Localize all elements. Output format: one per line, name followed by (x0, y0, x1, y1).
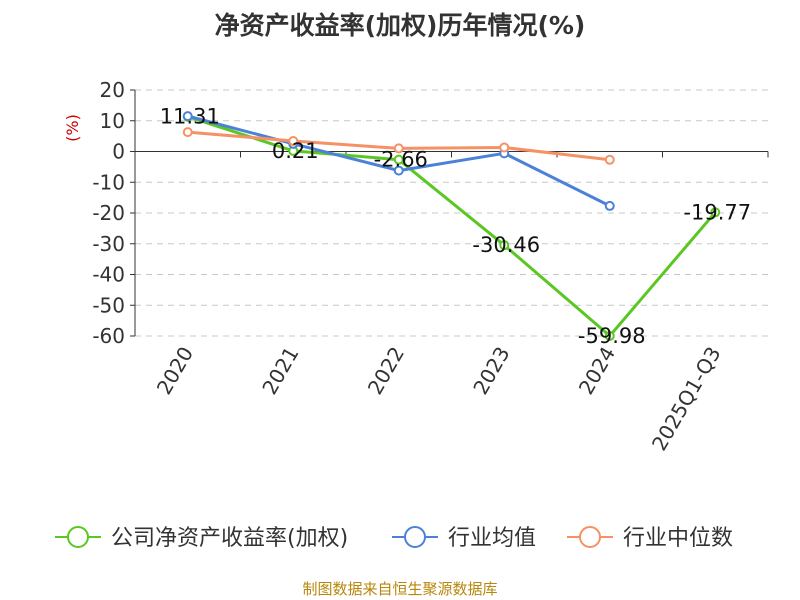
x-tick-label: 2020 (152, 343, 198, 399)
data-point (604, 330, 615, 341)
x-tick-label: 2023 (468, 343, 514, 399)
x-tick-label: 2021 (257, 343, 303, 399)
data-point (710, 207, 721, 218)
series-lines (182, 111, 721, 341)
data-label: -19.77 (683, 200, 751, 224)
y-tick-label: 10 (100, 109, 125, 133)
y-tick-label: -40 (92, 263, 125, 287)
data-label: -30.46 (472, 233, 540, 257)
data-point (604, 200, 615, 211)
y-tick-label: 20 (100, 78, 125, 102)
data-label: -59.98 (578, 324, 646, 348)
legend-swatch-marker (67, 526, 89, 548)
chart-title: 净资产收益率(加权)历年情况(%) (214, 11, 586, 40)
data-point (182, 111, 193, 122)
data-point (499, 240, 510, 251)
legend-swatch-marker (579, 526, 601, 548)
y-tick-label: -20 (92, 201, 125, 225)
y-tick-label: -10 (92, 170, 125, 194)
legend-swatch-marker (404, 526, 426, 548)
y-tick-label: -50 (92, 293, 125, 317)
data-label: 11.31 (160, 105, 220, 129)
data-source-note: 制图数据来自恒生聚源数据库 (302, 580, 498, 598)
x-tick-label: 2024 (574, 343, 620, 399)
y-tick-label: 0 (112, 140, 125, 164)
data-point (393, 143, 404, 154)
legend: 公司净资产收益率(加权) 行业均值 行业中位数 (55, 526, 733, 551)
data-label: 0.21 (272, 139, 319, 163)
data-point (288, 136, 299, 147)
x-tick-label: 2025Q1-Q3 (647, 343, 726, 455)
data-point (393, 154, 404, 165)
y-tick-label: -30 (92, 232, 125, 256)
legend-label: 行业中位数 (623, 526, 733, 551)
data-label: -2.66 (374, 148, 428, 172)
y-axis-label: (%) (63, 114, 82, 142)
data-point (604, 154, 615, 165)
data-point (393, 165, 404, 176)
y-tick-label: -60 (92, 324, 125, 348)
legend-label: 行业均值 (448, 526, 536, 551)
legend-label: 公司净资产收益率(加权) (111, 526, 348, 551)
x-tick-label: 2022 (363, 343, 409, 399)
series-line-1 (187, 115, 717, 338)
data-point (499, 142, 510, 153)
axes: 20 10 0 -10 -20 -30 -40 -50 -60 (%) 2020 2021 2022 20… (63, 78, 769, 455)
data-labels: 11.31 0.21 -2.66 -30.46 -59.98 -19.77 (160, 105, 751, 348)
data-point (182, 127, 193, 138)
